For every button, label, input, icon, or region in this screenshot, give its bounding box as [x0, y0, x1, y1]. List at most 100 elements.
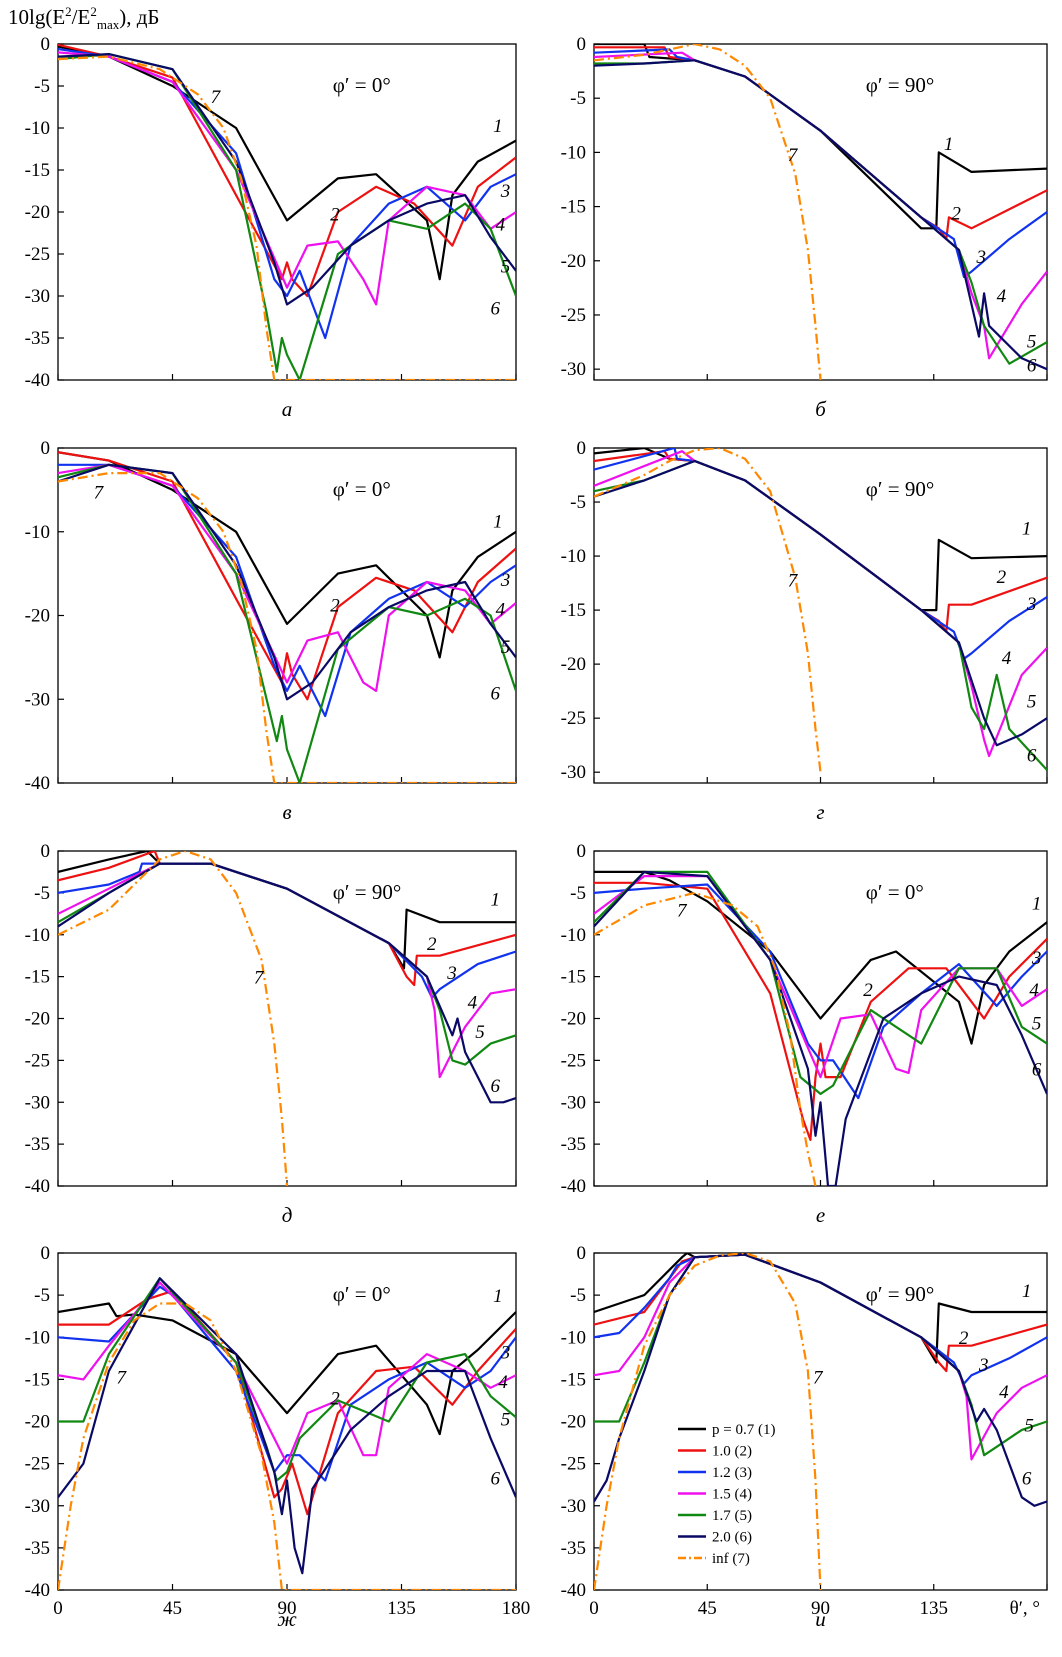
y-tick-label: -20	[561, 251, 586, 272]
y-tick-label: 0	[41, 438, 51, 459]
series-line-6	[594, 870, 1047, 1186]
series-line-7	[58, 472, 516, 783]
series-line-1	[594, 448, 1047, 612]
curve-label-1: 1	[1032, 894, 1042, 915]
y-tick-label: -10	[561, 925, 586, 946]
panel-letter: д	[282, 1203, 293, 1227]
y-tick-label: -40	[25, 370, 50, 391]
curve-label-4: 4	[997, 286, 1007, 307]
y-tick-label: -35	[25, 328, 50, 349]
curve-label-2: 2	[997, 567, 1007, 588]
series-line-3	[594, 883, 1047, 1100]
y-tick-label: -5	[34, 76, 50, 97]
y-tick-label: -25	[561, 1454, 586, 1475]
curve-label-3: 3	[1026, 594, 1037, 615]
curve-label-6: 6	[491, 298, 501, 319]
series-line-7	[594, 44, 822, 380]
y-tick-label: -5	[570, 88, 586, 109]
panel-letter: а	[282, 397, 293, 421]
curve-label-1: 1	[493, 116, 503, 137]
x-tick-label: 45	[163, 1598, 182, 1619]
curve-label-7: 7	[254, 967, 265, 988]
y-axis-label: 10lg(E2/E2max), дБ	[8, 4, 160, 33]
series-line-6	[58, 862, 516, 1104]
legend-entry: 1.7 (5)	[712, 1508, 752, 1524]
legend: p = 0.7 (1) 1.0 (2) 1.2 (3) 1.5 (4) 1.7 (5) 2…	[678, 1422, 775, 1567]
x-tick-label: 180	[502, 1598, 531, 1619]
y-tick-label: -15	[25, 1369, 50, 1390]
y-tick-label: 0	[577, 1243, 587, 1264]
panel-letter: в	[282, 800, 291, 824]
series-line-5	[594, 459, 1047, 771]
panel-g: 0-5-10-15-20-25-30-35-400 45 90 135 18012345…	[25, 1243, 531, 1631]
series-line-6	[594, 1253, 1047, 1507]
series-line-3	[594, 48, 1047, 279]
curve-label-1: 1	[491, 889, 501, 910]
y-tick-label: -10	[25, 522, 50, 543]
series-line-5	[58, 1277, 516, 1482]
curve-label-7: 7	[813, 1368, 824, 1389]
curve-label-3: 3	[446, 963, 457, 984]
y-tick-label: -15	[25, 967, 50, 988]
y-tick-label: -35	[25, 1134, 50, 1155]
y-tick-label: -20	[561, 1412, 586, 1433]
curve-label-5: 5	[501, 637, 511, 658]
x-tick-label: 45	[698, 1598, 717, 1619]
legend-entry: p = 0.7 (1)	[712, 1422, 775, 1438]
series-line-4	[58, 51, 516, 306]
curve-label-6: 6	[491, 683, 501, 704]
panel-a: 0 -5 -10 -15 -20 -25 -30 -35 -40 1 2 3 4 56 7 φ′ = 0° а	[25, 34, 517, 421]
series-line-6	[58, 53, 516, 306]
series-line-4	[58, 1281, 516, 1465]
phi-annotation: φ′ = 90°	[866, 1282, 934, 1306]
curve-label-3: 3	[500, 570, 511, 591]
curve-label-7: 7	[94, 482, 105, 503]
series-line-1	[58, 851, 516, 970]
y-tick-label: -20	[25, 606, 50, 627]
phi-annotation: φ′ = 0°	[866, 880, 924, 904]
y-tick-label: -30	[561, 359, 586, 380]
curve-label-7: 7	[211, 87, 222, 108]
curve-label-2: 2	[959, 1328, 969, 1349]
plot-frame	[57, 1252, 517, 1591]
y-tick-label: -10	[561, 142, 586, 163]
x-tick-label: 135	[387, 1598, 416, 1619]
curve-label-5: 5	[475, 1022, 485, 1043]
series-line-7	[58, 55, 516, 380]
y-tick-label: 0	[41, 1243, 51, 1264]
curve-label-2: 2	[330, 595, 340, 616]
x-tick-label: 0	[589, 1598, 599, 1619]
curve-label-4: 4	[1002, 648, 1012, 669]
curve-label-6: 6	[1032, 1059, 1042, 1080]
curve-label-1: 1	[493, 1286, 503, 1307]
y-tick-label: -20	[25, 1412, 50, 1433]
series-line-3	[594, 448, 1047, 660]
y-tick-label: -40	[25, 1176, 50, 1197]
y-tick-label: -25	[561, 1050, 586, 1071]
series-line-6	[58, 463, 516, 701]
series-line-1	[58, 45, 516, 281]
y-tick-label: -15	[561, 600, 586, 621]
series-line-1	[594, 44, 1047, 230]
curve-label-2: 2	[330, 1389, 340, 1410]
y-tick-label: -30	[561, 1092, 586, 1113]
curve-label-6: 6	[491, 1469, 501, 1490]
curve-label-6: 6	[1027, 355, 1037, 376]
y-tick-label: -5	[34, 1285, 50, 1306]
panel-c: 0 -10 -20 -30 -40 1 2 3 4 5 6 7 φ′ = 0° в	[25, 438, 517, 824]
y-tick-label: -5	[34, 883, 50, 904]
y-tick-label: -10	[561, 546, 586, 567]
phi-annotation: φ′ = 90°	[866, 477, 934, 501]
x-axis-label: θ′, °	[1010, 1598, 1040, 1619]
y-tick-label: -25	[25, 1050, 50, 1071]
series-line-4	[58, 463, 516, 692]
y-tick-label: -15	[561, 967, 586, 988]
y-tick-label: 0	[577, 34, 587, 55]
series-line-2	[594, 450, 1047, 633]
legend-entry: 1.0 (2)	[712, 1444, 752, 1460]
legend-entry: 1.2 (3)	[712, 1465, 752, 1481]
phi-annotation: φ′ = 0°	[333, 1282, 391, 1306]
y-tick-label: -20	[25, 1009, 50, 1030]
y-tick-label: -30	[25, 1496, 50, 1517]
